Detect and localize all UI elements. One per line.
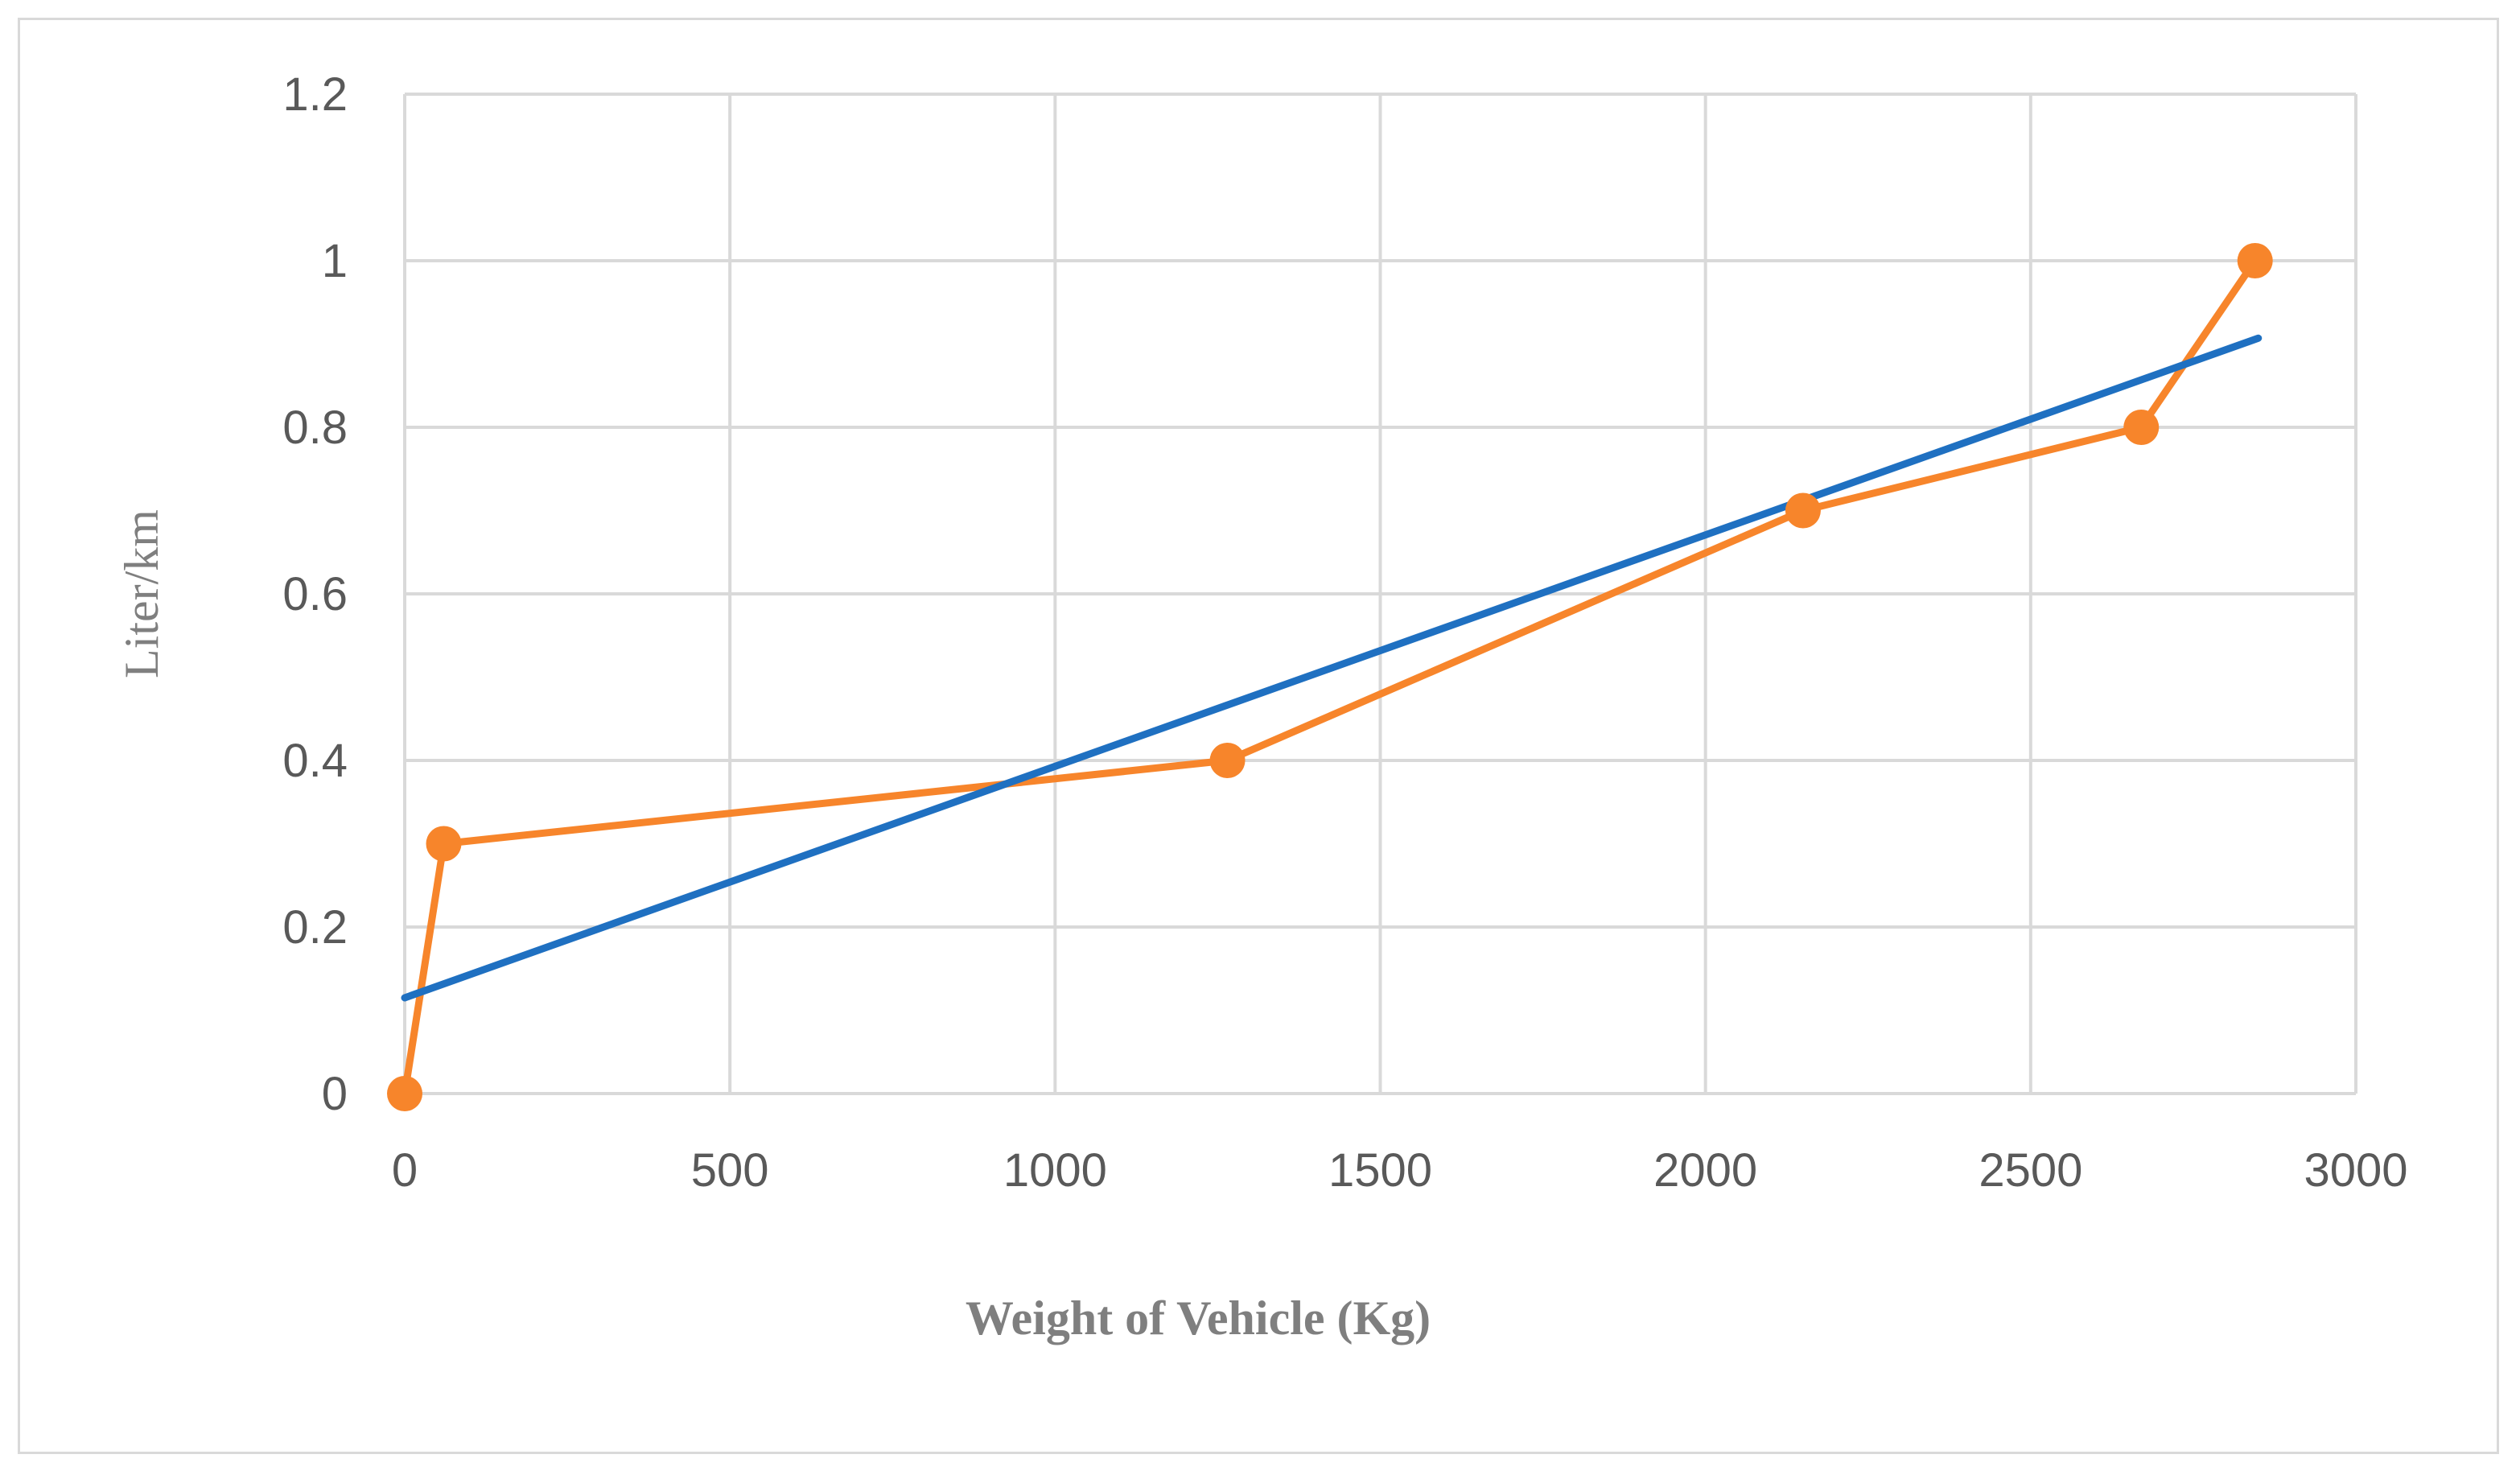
y-tick-label: 1 — [322, 235, 348, 287]
series-line — [401, 257, 2259, 1098]
chart-frame — [18, 18, 2499, 1454]
x-tick-label: 3000 — [2304, 1144, 2407, 1197]
y-tick-label: 0.2 — [282, 901, 348, 954]
data-point — [426, 826, 462, 862]
data-point — [2123, 410, 2160, 445]
y-tick-label: 1.2 — [282, 68, 348, 121]
x-tick-label: 1000 — [1003, 1144, 1107, 1197]
grid — [403, 93, 2357, 1094]
y-axis-title: Liter/km — [115, 509, 168, 678]
data-point — [1785, 492, 1821, 529]
y-tick-label: 0 — [322, 1068, 348, 1120]
x-tick-label: 500 — [691, 1144, 769, 1197]
data-point — [1209, 743, 1246, 778]
y-tick-label: 0.8 — [282, 402, 348, 454]
tick-labels: 0 500 1000 1500 2000 2500 3000 0 0.2 0.4 0.6 0.8 1 1.… — [282, 68, 2407, 1197]
x-tick-label: 1500 — [1328, 1144, 1432, 1197]
x-tick-label: 2000 — [1653, 1144, 1757, 1197]
data-point — [2237, 243, 2273, 278]
x-axis-title: Weight of Vehicle (Kg) — [966, 1292, 1431, 1345]
trendline — [401, 334, 2263, 1002]
y-tick-label: 0.6 — [282, 568, 348, 620]
x-tick-label: 2500 — [1979, 1144, 2082, 1197]
data-point — [387, 1076, 422, 1111]
y-tick-label: 0.4 — [282, 735, 348, 787]
x-tick-label: 0 — [392, 1144, 418, 1197]
series — [387, 243, 2273, 1111]
